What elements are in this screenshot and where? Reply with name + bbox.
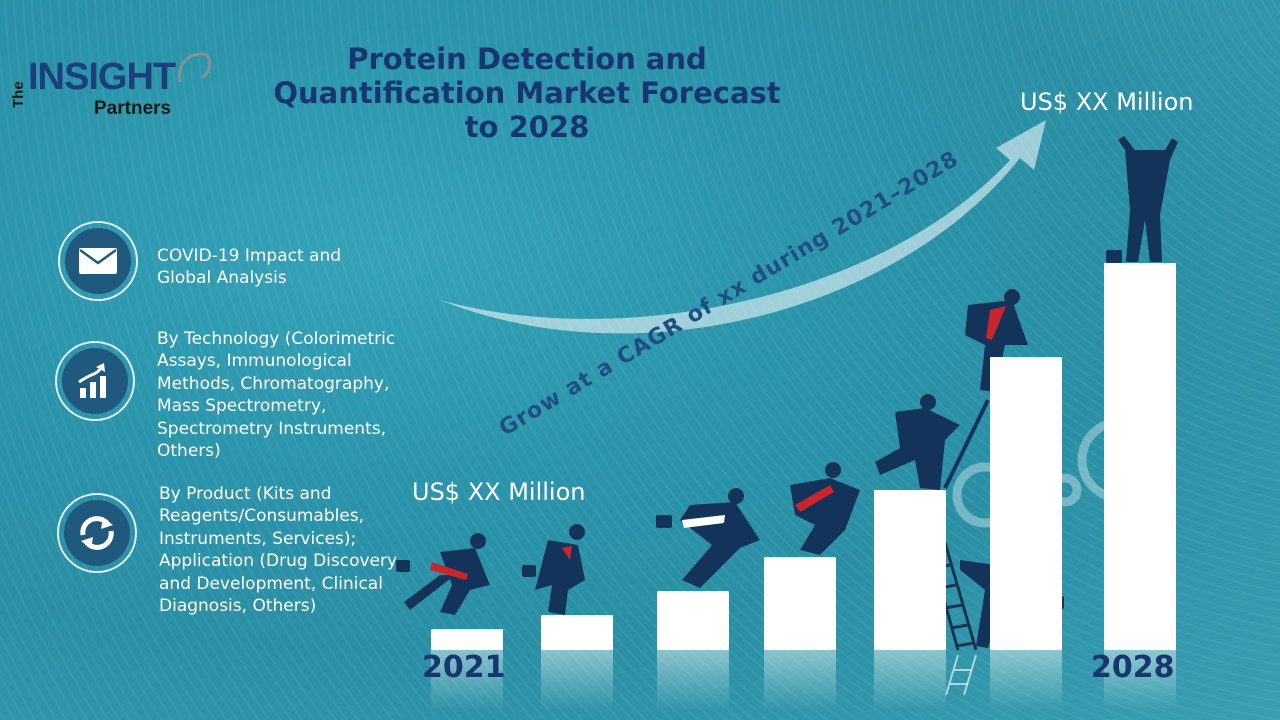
feature-icon-circle: [58, 221, 138, 301]
bar-reflection: [431, 650, 503, 710]
bar-reflection: [764, 650, 836, 710]
feature-text-product: By Product (Kits and Reagents/Consumable…: [159, 484, 398, 617]
logo-insight: INSIGHT: [28, 56, 176, 98]
bar-reflection: [657, 650, 729, 710]
businessman-figures: [396, 136, 1178, 648]
value-label-2028: US$ XX Million: [1020, 88, 1194, 116]
bar-2026: [990, 357, 1062, 650]
feature-icon-circle: [57, 493, 137, 573]
page-title: Protein Detection and Quantification Mar…: [273, 42, 781, 145]
envelope-icon: [79, 248, 117, 274]
year-label-2021: 2021: [422, 650, 506, 685]
bar-2023: [657, 591, 729, 650]
feature-text-covid: COVID-19 Impact and Global Analysis: [157, 246, 342, 289]
bar-2022: [541, 615, 613, 650]
bar-2021: [431, 629, 503, 650]
logo-partners: Partners: [94, 98, 172, 119]
bar-reflection: [1104, 650, 1176, 710]
cycle-arrows-icon: [80, 516, 114, 550]
bar-2024: [764, 557, 836, 650]
year-label-2028: 2028: [1091, 650, 1175, 685]
bar-reflection: [990, 650, 1062, 710]
ladder-reflection: [945, 654, 977, 696]
value-label-2021: US$ XX Million: [412, 478, 586, 506]
bar-2028: [1104, 263, 1176, 650]
logo-the: The: [10, 81, 27, 108]
growth-arrow: [440, 120, 1046, 334]
bar-reflection: [541, 650, 613, 710]
bar-reflection: [874, 650, 946, 710]
company-logo: The INSIGHT Partners: [6, 48, 216, 124]
bar-2025: [874, 490, 946, 650]
logo-swoosh-icon: [177, 52, 212, 83]
feature-text-technology: By Technology (Colorimetric Assays, Immu…: [157, 329, 396, 462]
feature-icon-circle: [55, 341, 135, 421]
growth-chart-icon: [78, 363, 106, 398]
